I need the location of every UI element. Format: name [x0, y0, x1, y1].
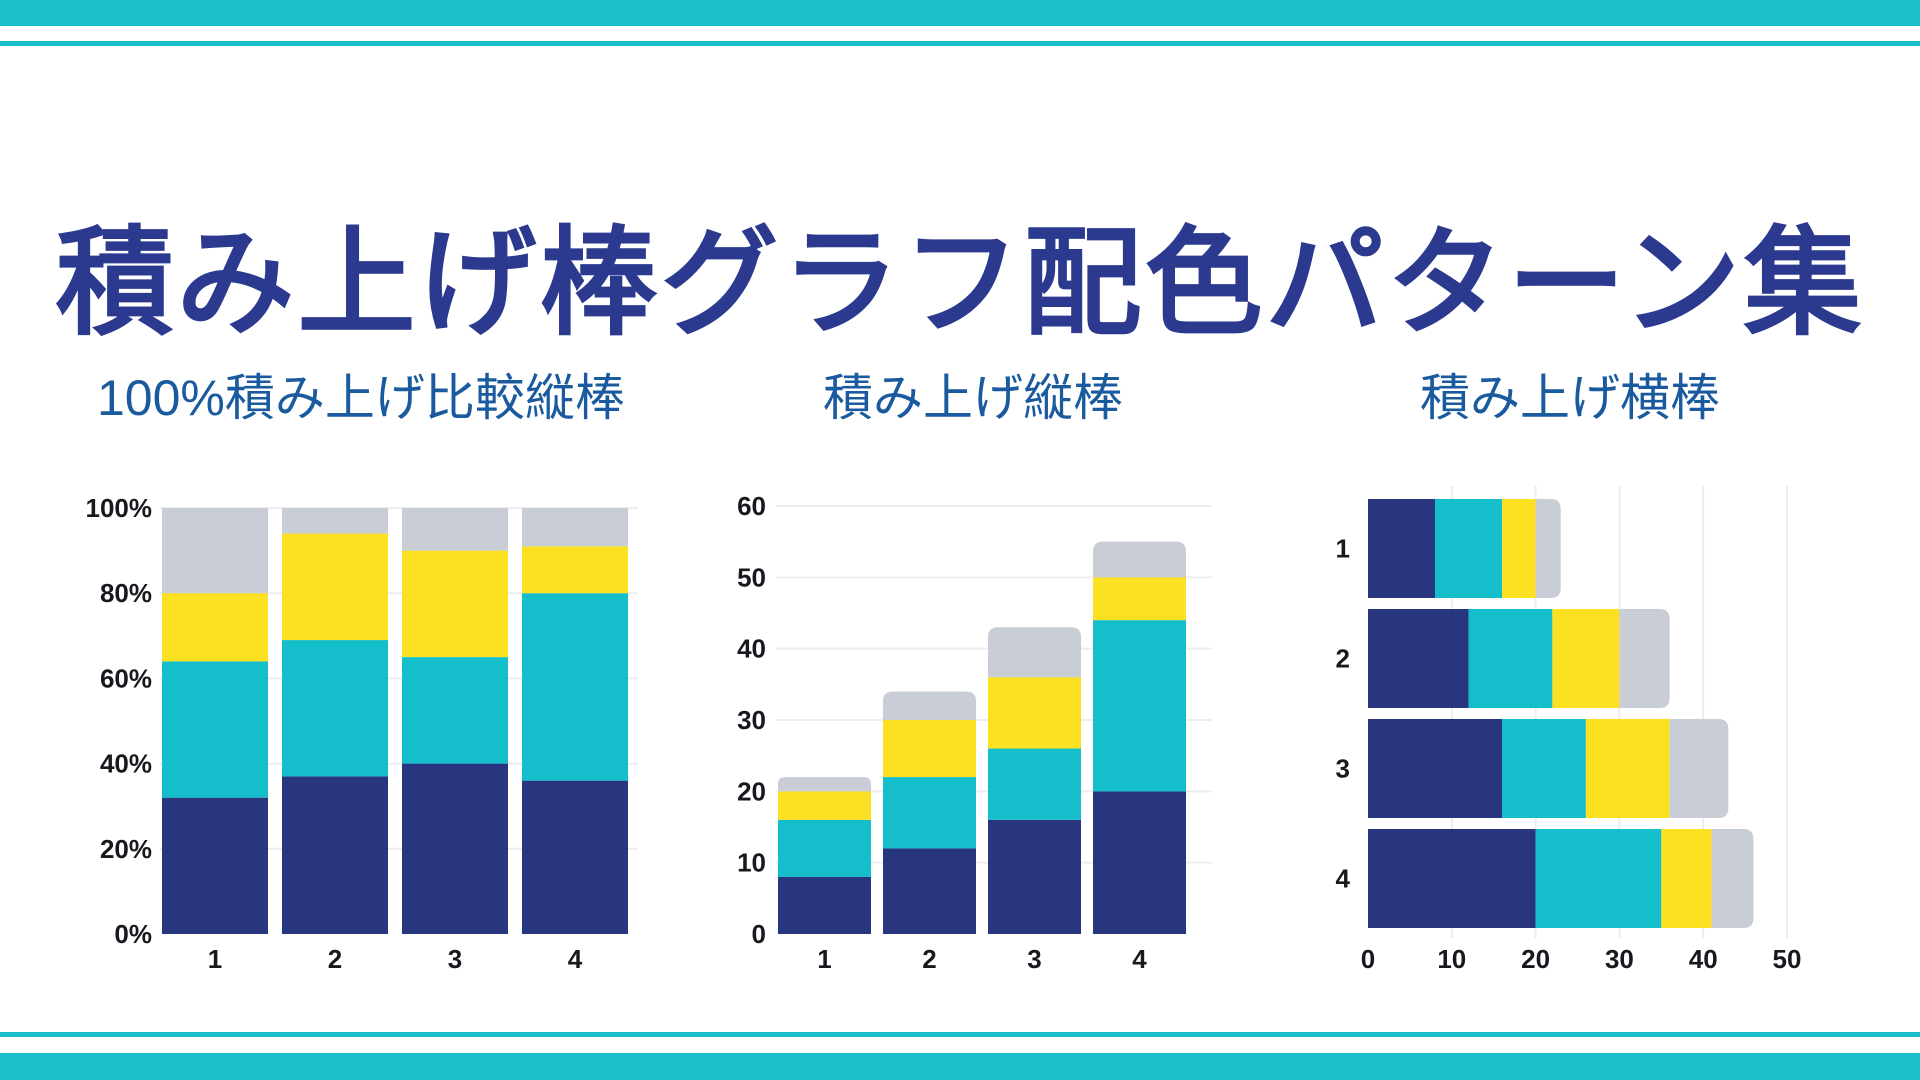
bar-segment: [162, 508, 268, 594]
bar-segment: [1093, 541, 1186, 578]
bar-segment: [1093, 620, 1186, 792]
y-category-label: 4: [1336, 864, 1351, 894]
bar-segment: [522, 508, 628, 547]
x-tick-label: 40: [1689, 944, 1718, 974]
bar-segment: [988, 627, 1081, 678]
bar-segment: [282, 533, 388, 641]
top-accent-line: [0, 41, 1920, 46]
bar-segment: [1093, 577, 1186, 621]
x-tick-label: 50: [1773, 944, 1802, 974]
chart1-subtitle: 100%積み上げ比較縦棒: [97, 370, 625, 426]
bar-segment: [162, 797, 268, 934]
y-category-label: 2: [1336, 644, 1350, 674]
x-category-label: 1: [208, 944, 222, 974]
bar-segment: [883, 691, 976, 720]
bar-segment: [988, 748, 1081, 820]
y-tick-label: 20: [737, 776, 766, 806]
x-category-label: 4: [568, 944, 583, 974]
top-accent-band: [0, 0, 1920, 26]
bar-segment: [402, 657, 508, 764]
bar-segment: [988, 677, 1081, 749]
y-tick-label: 30: [737, 705, 766, 735]
bar-segment: [522, 780, 628, 934]
bar-segment: [282, 776, 388, 934]
bar-segment: [1502, 499, 1536, 598]
chart-stacked-bar-horizontal: 0 10 20 30 40 50 1 2 3 4: [1290, 460, 1910, 1025]
x-category-label: 1: [817, 944, 831, 974]
bar-segment: [778, 791, 871, 820]
bottom-accent-line: [0, 1032, 1920, 1037]
bar-segment: [1368, 719, 1503, 818]
bar-segment: [1585, 719, 1670, 818]
x-tick-label: 0: [1361, 944, 1375, 974]
y-tick-label: 50: [737, 562, 766, 592]
x-category-label: 4: [1132, 944, 1147, 974]
bar-segment: [402, 550, 508, 658]
y-tick-label: 100%: [86, 493, 153, 523]
bar-segment: [162, 593, 268, 662]
bar-segment: [883, 720, 976, 778]
bar-segment: [522, 546, 628, 594]
bar-segment: [778, 819, 871, 877]
y-tick-label: 0: [752, 919, 766, 949]
x-tick-label: 20: [1521, 944, 1550, 974]
y-tick-label: 80%: [100, 578, 152, 608]
bar-segment: [162, 661, 268, 798]
y-tick-label: 0%: [114, 919, 152, 949]
bar-segment: [1502, 719, 1586, 818]
bar-segment: [1368, 829, 1536, 928]
chart2-subtitle: 積み上げ縦棒: [823, 370, 1123, 426]
x-tick-label: 10: [1437, 944, 1466, 974]
chart3-svg: 0 10 20 30 40 50 1 2 3 4: [1336, 486, 1802, 974]
bar-segment: [1552, 609, 1620, 708]
bar-segment: [1669, 719, 1729, 818]
bar-segment: [402, 508, 508, 551]
y-tick-label: 40: [737, 634, 766, 664]
bar-segment: [778, 777, 871, 792]
page-title: 積み上げ棒グラフ配色パターン集: [55, 218, 1865, 351]
bar-segment: [1535, 499, 1561, 598]
bar-segment: [1093, 791, 1186, 934]
bar-segment: [1661, 829, 1712, 928]
y-tick-label: 20%: [100, 834, 152, 864]
chart-stacked-column: 0 10 20 30 40 50 60 1 2 3 4: [700, 470, 1240, 1005]
y-category-label: 1: [1336, 534, 1350, 564]
y-tick-label: 40%: [100, 749, 152, 779]
bar-segment: [1368, 499, 1436, 598]
bar-segment: [883, 848, 976, 934]
bar-segment: [282, 508, 388, 534]
chart1-svg: 0% 20% 40% 60% 80% 100% 1 2 3 4: [86, 493, 638, 974]
x-category-label: 2: [922, 944, 936, 974]
bar-segment: [1711, 829, 1754, 928]
bar-segment: [883, 777, 976, 849]
bar-segment: [1619, 609, 1670, 708]
x-tick-label: 30: [1605, 944, 1634, 974]
bar-segment: [522, 593, 628, 781]
chart3-subtitle: 積み上げ横棒: [1420, 370, 1720, 426]
bottom-accent-band: [0, 1053, 1920, 1080]
chart2-svg: 0 10 20 30 40 50 60 1 2 3 4: [737, 491, 1212, 974]
bar-segment: [1435, 499, 1503, 598]
bar-segment: [988, 819, 1081, 934]
x-category-label: 3: [1027, 944, 1041, 974]
y-tick-label: 60: [737, 491, 766, 521]
y-category-label: 3: [1336, 754, 1350, 784]
y-tick-label: 60%: [100, 663, 152, 693]
bar-segment: [778, 876, 871, 934]
y-tick-label: 10: [737, 848, 766, 878]
bar-segment: [1468, 609, 1553, 708]
x-category-label: 2: [328, 944, 342, 974]
chart-100pct-stacked-column: 0% 20% 40% 60% 80% 100% 1 2 3 4: [60, 470, 660, 1005]
bar-segment: [1368, 609, 1469, 708]
bar-segment: [402, 763, 508, 934]
bar-segment: [1535, 829, 1662, 928]
bar-segment: [282, 640, 388, 777]
x-category-label: 3: [448, 944, 462, 974]
